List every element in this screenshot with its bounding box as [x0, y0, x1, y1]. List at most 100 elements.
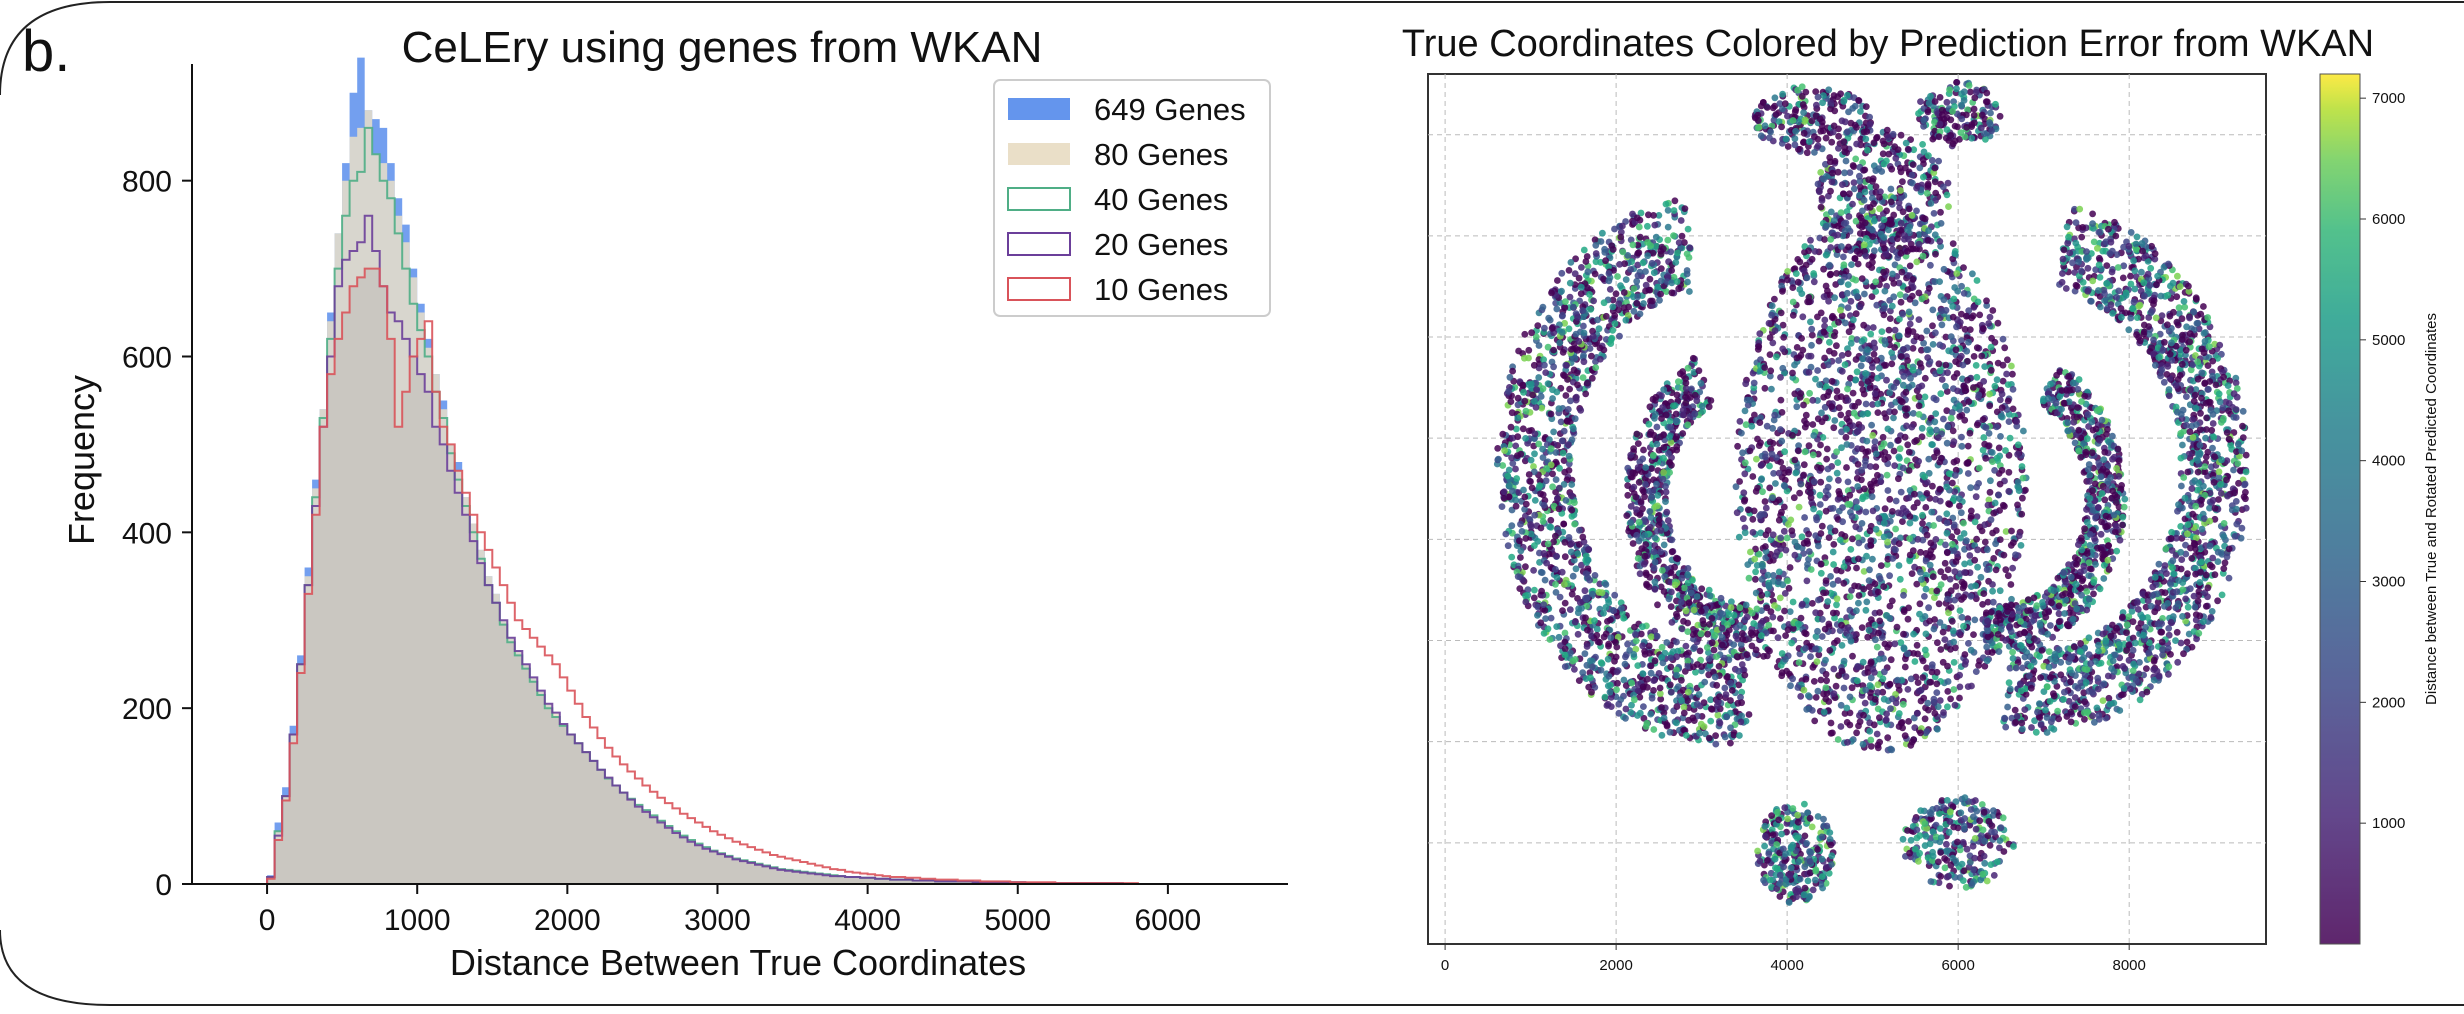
scatter-point	[1999, 391, 2006, 398]
scatter-point	[1907, 375, 1914, 382]
scatter-point	[1869, 254, 1876, 261]
scatter-point	[1866, 627, 1873, 634]
scatter-point	[1559, 329, 1566, 336]
scatter-point	[1935, 158, 1942, 165]
scatter-point	[1569, 513, 1576, 520]
scatter-point	[1892, 327, 1899, 334]
scatter-point	[1815, 688, 1822, 695]
scatter-point	[1508, 554, 1515, 561]
scatter-point	[1944, 520, 1951, 527]
scatter-point	[1802, 89, 1809, 96]
scatter-point	[1574, 550, 1581, 557]
scatter-point	[1758, 476, 1765, 483]
scatter-point	[1936, 133, 1943, 140]
scatter-point	[1792, 552, 1799, 559]
scatter-point	[1667, 729, 1674, 736]
scatter-point	[1881, 161, 1888, 168]
scatter-point	[1876, 205, 1883, 212]
scatter-point	[1960, 383, 1967, 390]
scatter-point	[1939, 111, 1946, 118]
scatter-point	[1566, 467, 1573, 474]
scatter-point	[2006, 469, 2013, 476]
scatter-point	[1566, 453, 1573, 460]
scatter-point	[1887, 315, 1894, 322]
scatter-point	[1639, 642, 1646, 649]
scatter-point	[1933, 427, 1940, 434]
scatter-point	[1741, 470, 1748, 477]
scatter-point	[1927, 262, 1934, 269]
scatter-point	[1881, 520, 1888, 527]
scatter-point	[1634, 712, 1641, 719]
scatter-point	[1872, 636, 1879, 643]
scatter-point	[1982, 455, 1989, 462]
scatter-point	[1919, 520, 1926, 527]
scatter-point	[1909, 739, 1916, 746]
scatter-point	[1791, 494, 1798, 501]
scatter-point	[1993, 567, 2000, 574]
scatter-point	[1828, 403, 1835, 410]
scatter-point	[1864, 147, 1871, 154]
scatter-point	[1881, 245, 1888, 252]
scatter-point	[1873, 302, 1880, 309]
scatter-point	[1922, 394, 1929, 401]
scatter-point	[1802, 117, 1809, 124]
scatter-point	[1761, 364, 1768, 371]
scatter-point	[1973, 668, 1980, 675]
scatter-point	[1735, 700, 1742, 707]
scatter-point	[1711, 647, 1718, 654]
scatter-point	[1876, 515, 1883, 522]
scatter-point	[1968, 135, 1975, 142]
scatter-point	[1562, 298, 1569, 305]
scatter-point	[1523, 408, 1530, 415]
scatter-point	[1863, 103, 1870, 110]
scatter-point	[1914, 710, 1921, 717]
scatter-point	[1953, 85, 1960, 92]
scatter-point	[1881, 305, 1888, 312]
scatter-point	[1986, 430, 1993, 437]
scatter-point	[1758, 132, 1765, 139]
scatter-point	[1762, 454, 1769, 461]
scatter-point	[1924, 190, 1931, 197]
scatter-point	[1898, 299, 1905, 306]
scatter-point	[2018, 542, 2025, 549]
scatter-point	[1863, 128, 1870, 135]
histogram-y-tick-label: 0	[155, 869, 172, 902]
scatter-point	[1866, 577, 1873, 584]
scatter-point	[1875, 745, 1882, 752]
scatter-point	[1890, 293, 1897, 300]
scatter-point	[1933, 681, 1940, 688]
scatter-point	[1900, 208, 1907, 215]
scatter-point	[1919, 512, 1926, 519]
scatter-point	[1831, 350, 1838, 357]
scatter-point	[1867, 331, 1874, 338]
scatter-point	[1816, 338, 1823, 345]
scatter-point	[1810, 664, 1817, 671]
scatter-point	[1862, 189, 1869, 196]
scatter-point	[1866, 566, 1873, 573]
scatter-point	[1926, 285, 1933, 292]
scatter-point	[1801, 540, 1808, 547]
scatter-point	[1794, 344, 1801, 351]
scatter-point	[1821, 236, 1828, 243]
scatter-point	[1957, 684, 1964, 691]
scatter-point	[1842, 118, 1849, 125]
scatter-point	[1578, 605, 1585, 612]
scatter-point	[1817, 501, 1824, 508]
scatter-point	[1742, 529, 1749, 536]
scatter-point	[1592, 364, 1599, 371]
scatter-point	[1860, 586, 1867, 593]
scatter-point	[1925, 707, 1932, 714]
scatter-point	[1938, 307, 1945, 314]
scatter-point	[1895, 475, 1902, 482]
scatter-point	[1815, 94, 1822, 101]
histogram-x-tick-label: 6000	[1135, 904, 1202, 937]
scatter-point	[1536, 482, 1543, 489]
scatter-point	[1839, 352, 1846, 359]
scatter-point	[1529, 485, 1536, 492]
scatter-point	[1954, 288, 1961, 295]
scatter-point	[1779, 288, 1786, 295]
scatter-point	[1929, 136, 1936, 143]
scatter-point	[1545, 380, 1552, 387]
scatter-point	[1801, 130, 1808, 137]
